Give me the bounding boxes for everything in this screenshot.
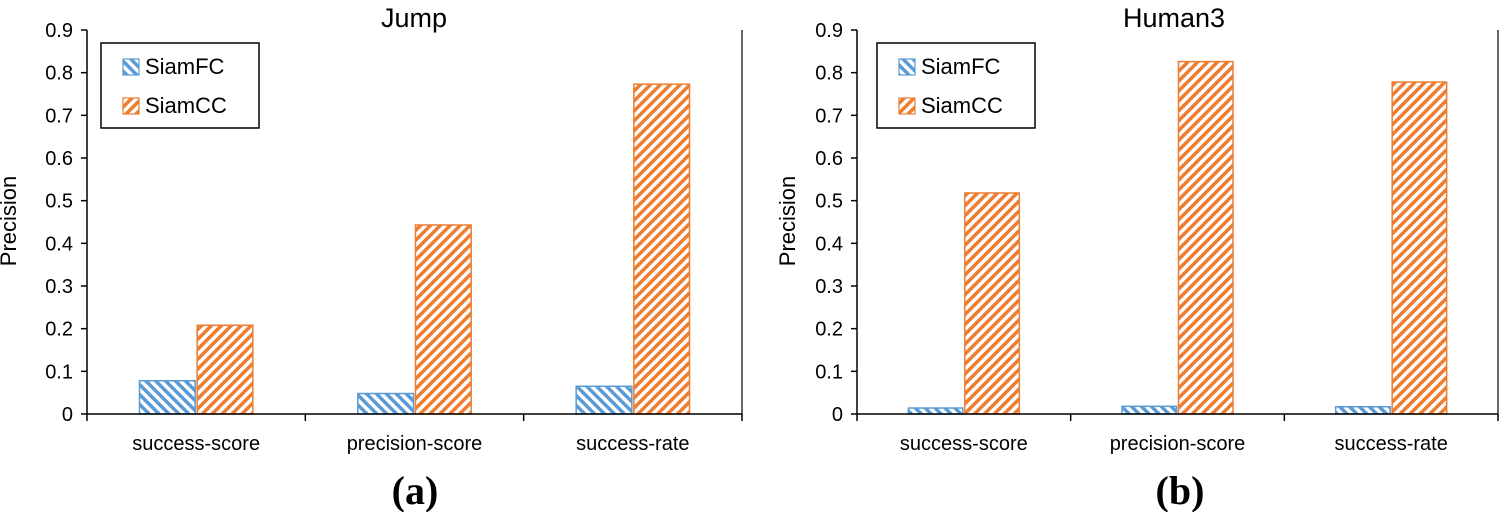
y-tick-label-0.5-b: 0.5 [815, 191, 843, 213]
bar-siamcc-success-score-a [196, 324, 254, 415]
y-tick-label-0.4-a: 0.4 [45, 233, 73, 255]
legend-label-siamfc-b: SiamFC [921, 54, 1001, 79]
chart-title-a: Jump [381, 3, 447, 33]
y-tick-label-0-a: 0 [62, 404, 73, 426]
y-tick-label-0.9-a: 0.9 [45, 20, 73, 42]
bar-siamfc-success-score-a [138, 379, 196, 415]
bar-siamcc-precision-score-a [414, 224, 472, 415]
chart-panel-a: Jump Precision 0 0.1 0.2 0.3 0.4 0.5 0.6 0.7 0.8… [0, 3, 743, 512]
bar-siamcc-precision-score-b [1177, 60, 1234, 415]
x-tick-label-precision-score-a: precision-score [347, 433, 483, 455]
panel-label-b: (b) [1156, 468, 1205, 512]
legend-swatch-siamcc-a [122, 97, 140, 115]
plot-area-b: 0 0.1 0.2 0.3 0.4 0.5 0.6 0.7 0.8 0.9 success-scor… [815, 20, 1499, 455]
x-tick-label-success-score-a: success-score [132, 433, 260, 455]
bar-siamfc-success-rate-a [575, 385, 633, 415]
bar-siamfc-precision-score-b [1121, 405, 1178, 415]
bar-siamcc-success-rate-b [1391, 81, 1448, 415]
bar-siamcc-success-score-b [964, 192, 1021, 415]
y-tick-label-0.2-b: 0.2 [815, 319, 843, 341]
bar-siamfc-precision-score-a [357, 392, 415, 415]
plot-area-a: 0 0.1 0.2 0.3 0.4 0.5 0.6 0.7 0.8 0.9 success-scor… [45, 20, 743, 455]
x-tick-label-success-rate-b: success-rate [1334, 433, 1447, 455]
bar-siamfc-success-score-b [907, 407, 964, 415]
legend-swatch-siamfc-b [898, 58, 916, 76]
panel-label-a: (a) [392, 468, 439, 512]
y-tick-label-0.6-a: 0.6 [45, 148, 73, 170]
y-tick-label-0.5-a: 0.5 [45, 191, 73, 213]
y-tick-label-0.9-b: 0.9 [815, 20, 843, 42]
y-tick-label-0.7-a: 0.7 [45, 105, 73, 127]
y-tick-label-0.1-b: 0.1 [815, 361, 843, 383]
y-axis-title-b: Precision [775, 176, 800, 266]
legend-label-siamcc-a: SiamCC [145, 93, 227, 118]
y-tick-label-0.6-b: 0.6 [815, 148, 843, 170]
y-tick-label-0.4-b: 0.4 [815, 233, 843, 255]
y-tick-label-0-b: 0 [832, 404, 843, 426]
x-tick-label-success-rate-a: success-rate [576, 433, 689, 455]
chart-title-b: Human3 [1123, 3, 1225, 33]
legend-label-siamfc-a: SiamFC [145, 54, 225, 79]
y-tick-label-0.1-a: 0.1 [45, 361, 73, 383]
legend-swatch-siamcc-b [898, 97, 916, 115]
y-tick-label-0.8-a: 0.8 [45, 63, 73, 85]
bar-siamfc-success-rate-b [1334, 405, 1391, 415]
y-tick-label-0.7-b: 0.7 [815, 105, 843, 127]
bar-siamcc-success-rate-a [633, 83, 691, 415]
y-tick-label-0.8-b: 0.8 [815, 63, 843, 85]
chart-panel-b: Human3 Precision 00.10.20.30.40.50.60.70… [775, 3, 1499, 512]
legend-a: SiamFC SiamCC [100, 42, 260, 129]
legend-label-siamcc-b: SiamCC [921, 93, 1003, 118]
y-tick-label-0.3-a: 0.3 [45, 276, 73, 298]
x-tick-label-precision-score-b: precision-score [1110, 433, 1246, 455]
y-tick-label-0.3-b: 0.3 [815, 276, 843, 298]
x-tick-label-success-score-b: success-score [900, 433, 1028, 455]
legend-swatch-siamfc-a [122, 58, 140, 76]
legend-b: SiamFC SiamCC [876, 42, 1036, 129]
y-tick-label-0.2-a: 0.2 [45, 319, 73, 341]
y-axis-title-a: Precision [0, 176, 21, 266]
